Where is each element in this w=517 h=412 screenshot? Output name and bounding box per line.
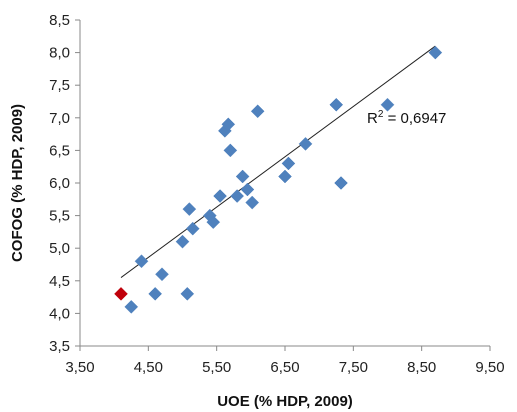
trendline: [120, 45, 436, 278]
data-point: [298, 137, 313, 151]
r2-prefix: R: [367, 110, 378, 127]
x-tick-labels: 3,50 4,50 5,50 6,50 7,50 8,50 9,50: [65, 359, 504, 376]
data-point: [148, 286, 163, 301]
data-point: [206, 215, 221, 229]
y-tick-label: 6,5: [49, 142, 70, 159]
data-point: [235, 169, 250, 184]
trendline-group: [120, 45, 436, 278]
y-tick-label: 5,0: [49, 240, 70, 257]
data-point: [124, 300, 139, 314]
axes: [75, 19, 491, 351]
data-point: [240, 182, 255, 197]
y-tick-label: 6,0: [49, 175, 70, 192]
y-tick-label: 4,5: [49, 273, 70, 290]
y-tick-labels: 3,5 4,0 4,5 5,0 5,5 6,0 6,5 7,0 7,5 8,0 8,5: [49, 12, 70, 355]
data-point: [185, 221, 200, 236]
data-point: [250, 104, 265, 119]
data-point: [180, 286, 195, 301]
data-point: [223, 143, 238, 158]
data-point: [428, 45, 443, 60]
data-point: [245, 195, 260, 210]
data-point: [221, 117, 236, 132]
y-tick-label: 7,5: [49, 77, 70, 94]
data-point: [213, 189, 227, 203]
y-tick-label: 7,0: [49, 110, 70, 127]
data-point: [334, 176, 348, 190]
x-tick-label: 5,50: [202, 359, 231, 376]
y-tick-label: 8,5: [49, 12, 70, 29]
y-tick-label: 8,0: [49, 45, 70, 62]
x-tick-label: 8,50: [407, 359, 436, 376]
data-points: [114, 45, 443, 314]
r-squared-annotation: R2 = 0,6947: [367, 109, 446, 127]
r2-superscript: 2: [378, 109, 384, 120]
x-tick-label: 9,50: [475, 359, 504, 376]
y-tick-label: 4,0: [49, 305, 70, 322]
y-tick-label: 3,5: [49, 338, 70, 355]
x-tick-label: 7,50: [339, 359, 368, 376]
data-point: [175, 234, 190, 249]
y-axis-title: COFOG (% HDP, 2009): [9, 104, 26, 262]
x-tick-label: 3,50: [65, 359, 94, 376]
x-tick-label: 4,50: [134, 359, 163, 376]
data-point: [114, 286, 128, 301]
data-point: [329, 97, 344, 112]
x-axis-title: UOE (% HDP, 2009): [217, 393, 353, 410]
data-point: [182, 202, 197, 216]
y-tick-label: 5,5: [49, 208, 70, 225]
data-point: [278, 169, 292, 184]
data-point: [380, 97, 395, 112]
r2-value: = 0,6947: [383, 110, 446, 127]
data-point: [281, 156, 296, 171]
data-point: [230, 189, 245, 203]
data-point: [134, 254, 149, 269]
x-tick-label: 6,50: [270, 359, 299, 376]
data-point: [155, 267, 169, 282]
